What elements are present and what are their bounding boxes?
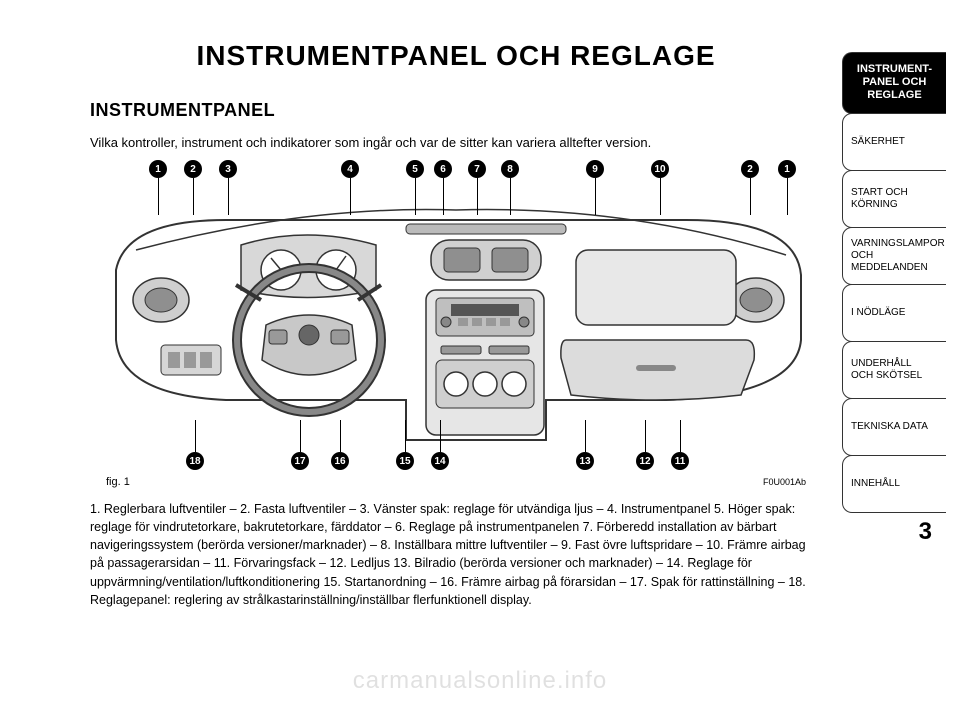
callout-12: 12	[636, 452, 654, 470]
callout-14: 14	[431, 452, 449, 470]
figure-label: fig. 1	[106, 476, 130, 488]
dashboard-svg	[106, 190, 806, 450]
callout-line	[350, 178, 351, 215]
nav-tab-1[interactable]: SÄKERHET	[842, 113, 946, 171]
callout-8: 8	[501, 160, 519, 178]
nav-tab-6[interactable]: TEKNISKA DATA	[842, 398, 946, 456]
callout-line	[595, 178, 596, 215]
callout-line	[645, 420, 646, 452]
callout-5: 5	[406, 160, 424, 178]
page-number: 3	[842, 512, 946, 546]
callout-17: 17	[291, 452, 309, 470]
callout-line	[158, 178, 159, 215]
callout-line	[443, 178, 444, 215]
callout-line	[195, 420, 196, 452]
callout-line	[750, 178, 751, 215]
callout-line	[660, 178, 661, 215]
callout-6: 6	[434, 160, 452, 178]
figure-caption-row: fig. 1 F0U001Ab	[106, 476, 806, 488]
content-area: INSTRUMENTPANEL OCH REGLAGE INSTRUMENTPA…	[0, 0, 842, 709]
callout-13: 13	[576, 452, 594, 470]
nav-tab-2[interactable]: START OCH KÖRNING	[842, 170, 946, 228]
callout-line	[405, 420, 406, 452]
callout-line	[340, 420, 341, 452]
callout-line	[787, 178, 788, 215]
callout-line	[680, 420, 681, 452]
callout-4: 4	[341, 160, 359, 178]
dashboard-diagram: 12345678910211817161514131211	[106, 160, 806, 470]
callout-1: 1	[149, 160, 167, 178]
nav-tab-7[interactable]: INNEHÅLL	[842, 455, 946, 513]
callout-line	[440, 420, 441, 452]
callout-line	[193, 178, 194, 215]
manual-page: INSTRUMENTPANEL OCH REGLAGE INSTRUMENTPA…	[0, 0, 960, 709]
callout-2: 2	[741, 160, 759, 178]
callout-3: 3	[219, 160, 237, 178]
callout-line	[477, 178, 478, 215]
callout-18: 18	[186, 452, 204, 470]
callout-line	[415, 178, 416, 215]
section-title: INSTRUMENTPANEL	[90, 100, 822, 121]
callout-line	[300, 420, 301, 452]
intro-text: Vilka kontroller, instrument och indikat…	[90, 135, 822, 150]
callout-line	[585, 420, 586, 452]
callout-10: 10	[651, 160, 669, 178]
callout-1: 1	[778, 160, 796, 178]
callout-7: 7	[468, 160, 486, 178]
callout-line	[228, 178, 229, 215]
figure-code: F0U001Ab	[763, 477, 806, 487]
callout-16: 16	[331, 452, 349, 470]
nav-tab-0[interactable]: INSTRUMENT- PANEL OCH REGLAGE	[842, 52, 946, 114]
side-nav: INSTRUMENT- PANEL OCH REGLAGESÄKERHETSTA…	[842, 0, 960, 709]
nav-tab-3[interactable]: VARNINGSLAMPOR OCH MEDDELANDEN	[842, 227, 946, 285]
nav-tab-5[interactable]: UNDERHÅLL OCH SKÖTSEL	[842, 341, 946, 399]
nav-tab-4[interactable]: I NÖDLÄGE	[842, 284, 946, 342]
main-title: INSTRUMENTPANEL OCH REGLAGE	[90, 40, 822, 72]
callout-9: 9	[586, 160, 604, 178]
callout-line	[510, 178, 511, 215]
callout-15: 15	[396, 452, 414, 470]
callout-11: 11	[671, 452, 689, 470]
callout-2: 2	[184, 160, 202, 178]
legend-text: 1. Reglerbara luftventiler – 2. Fasta lu…	[90, 500, 822, 609]
